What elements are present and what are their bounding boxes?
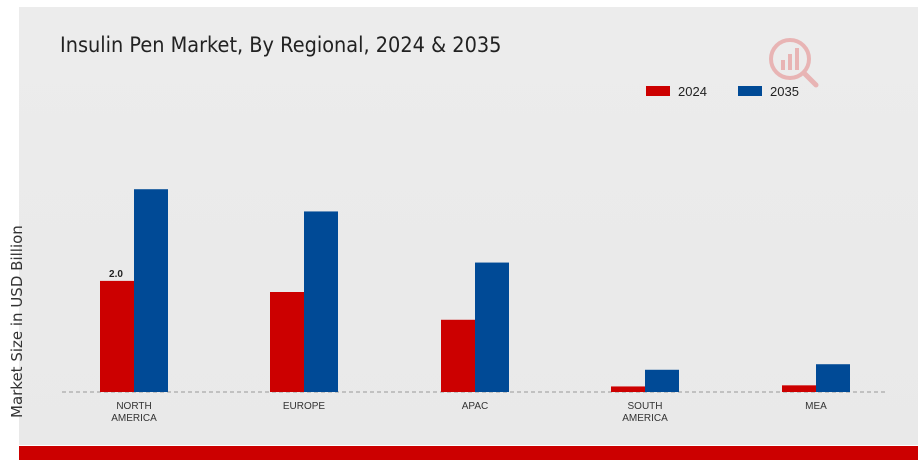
x-tick-label: APAC: [462, 401, 489, 412]
bar-2024-2: [441, 319, 475, 392]
bar-2035-4: [816, 364, 850, 392]
data-label: 2.0: [109, 269, 123, 280]
bar-2024-4: [782, 385, 816, 392]
bar-2024-1: [270, 292, 304, 392]
bar-2024-3: [611, 386, 645, 392]
bar-2035-2: [475, 262, 509, 392]
market-research-logo-icon: [769, 38, 819, 88]
legend-label-2024: 2024: [678, 84, 707, 99]
legend-swatch-2024: [646, 86, 670, 96]
legend-label-2035: 2035: [770, 84, 799, 99]
bar-2035-1: [304, 211, 338, 392]
bar-2035-0: [134, 189, 168, 392]
x-tick-label: SOUTH AMERICA: [622, 401, 668, 424]
x-tick-label: NORTH AMERICA: [111, 401, 157, 424]
x-tick-label: MEA: [805, 401, 827, 412]
chart-title: Insulin Pen Market, By Regional, 2024 & …: [60, 33, 502, 57]
x-tick-label: EUROPE: [283, 401, 326, 412]
bar-2024-0: [100, 280, 134, 392]
bar-2035-3: [645, 369, 679, 392]
accent-bar: [19, 446, 918, 460]
legend-swatch-2035: [738, 86, 762, 96]
